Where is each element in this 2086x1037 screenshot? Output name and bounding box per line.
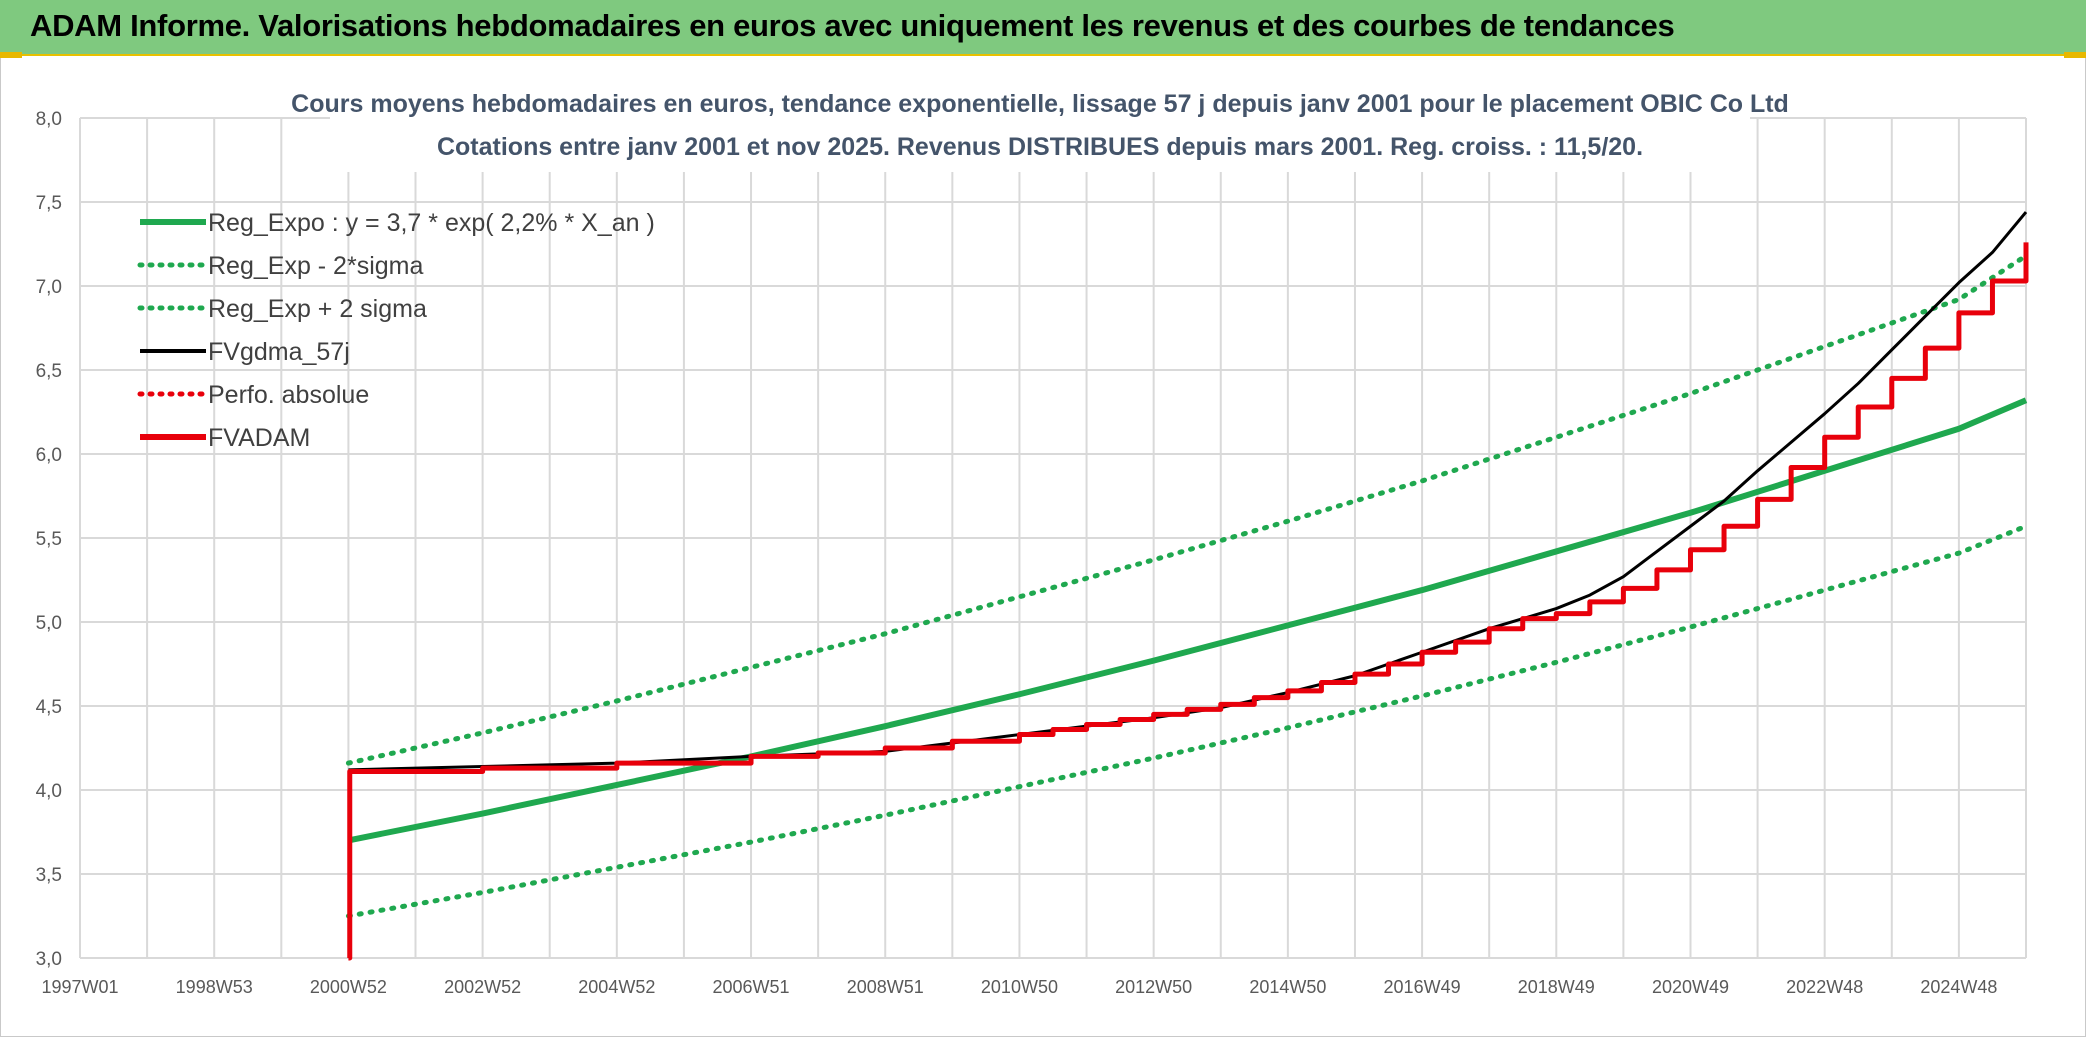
corner-accent-left: [0, 52, 22, 58]
x-tick-label: 2018W49: [1518, 977, 1595, 997]
x-tick-label: 2000W52: [310, 977, 387, 997]
y-tick-label: 5,0: [36, 613, 62, 634]
legend: Reg_Expo : y = 3,7 * exp( 2,2% * X_an ) R…: [137, 209, 655, 452]
series-line: [345, 523, 2029, 919]
x-tick-label: 2008W51: [847, 977, 924, 997]
x-tick-label: 1997W01: [41, 977, 118, 997]
series-group: [345, 211, 2029, 961]
x-tick-label: 2012W50: [1115, 977, 1192, 997]
y-tick-label: 8,0: [36, 109, 62, 130]
y-tick-label: 4,0: [36, 781, 62, 802]
x-tick-label: 2016W49: [1384, 977, 1461, 997]
x-tick-label: 2014W50: [1249, 977, 1326, 997]
title-background: [330, 102, 1750, 172]
x-tick-label: 2020W49: [1652, 977, 1729, 997]
legend-label: Reg_Expo : y = 3,7 * exp( 2,2% * X_an ): [208, 209, 655, 237]
legend-label: Reg_Exp - 2*sigma: [208, 252, 423, 280]
legend-label: Perfo. absolue: [208, 381, 369, 409]
y-axis-ticks: 3,0 3,5 4,0 4,5 5,0 5,5 6,0 6,5 7,0 7,5 8,0: [36, 109, 62, 970]
page-title: ADAM Informe. Valorisations hebdomadaire…: [30, 8, 1675, 43]
x-tick-label: 2022W48: [1786, 977, 1863, 997]
x-tick-label: 2010W50: [981, 977, 1058, 997]
y-tick-label: 7,5: [36, 193, 62, 214]
y-tick-label: 4,5: [36, 697, 62, 718]
series-line: [347, 242, 2029, 961]
x-tick-label: 2002W52: [444, 977, 521, 997]
grid: [79, 117, 2027, 959]
plot-background: [2, 58, 2084, 1035]
x-tick-label: 2004W52: [578, 977, 655, 997]
x-tick-label: 1998W53: [176, 977, 253, 997]
y-tick-label: 3,5: [36, 865, 62, 886]
y-tick-label: 6,0: [36, 445, 62, 466]
legend-label: Reg_Exp + 2 sigma: [208, 295, 427, 323]
y-tick-label: 3,0: [36, 949, 62, 970]
corner-accent-right: [2064, 52, 2086, 58]
series-line: [345, 253, 2029, 766]
legend-label: FVgdma_57j: [208, 338, 350, 366]
y-tick-label: 6,5: [36, 361, 62, 382]
x-tick-label: 2006W51: [713, 977, 790, 997]
chart-title: Cours moyens hebdomadaires en euros, ten…: [291, 90, 1789, 118]
y-tick-label: 5,5: [36, 529, 62, 550]
series-line: [347, 397, 2028, 844]
header-bar: ADAM Informe. Valorisations hebdomadaire…: [0, 0, 2086, 56]
legend-label: FVADAM: [208, 424, 310, 452]
y-tick-label: 7,0: [36, 277, 62, 298]
chart-subtitle: Cotations entre janv 2001 et nov 2025. R…: [437, 133, 1643, 161]
x-axis-ticks: 1997W01 1998W53 2000W52 2002W52 2004W52 2006W…: [41, 977, 1997, 997]
x-tick-label: 2024W48: [1920, 977, 1997, 997]
